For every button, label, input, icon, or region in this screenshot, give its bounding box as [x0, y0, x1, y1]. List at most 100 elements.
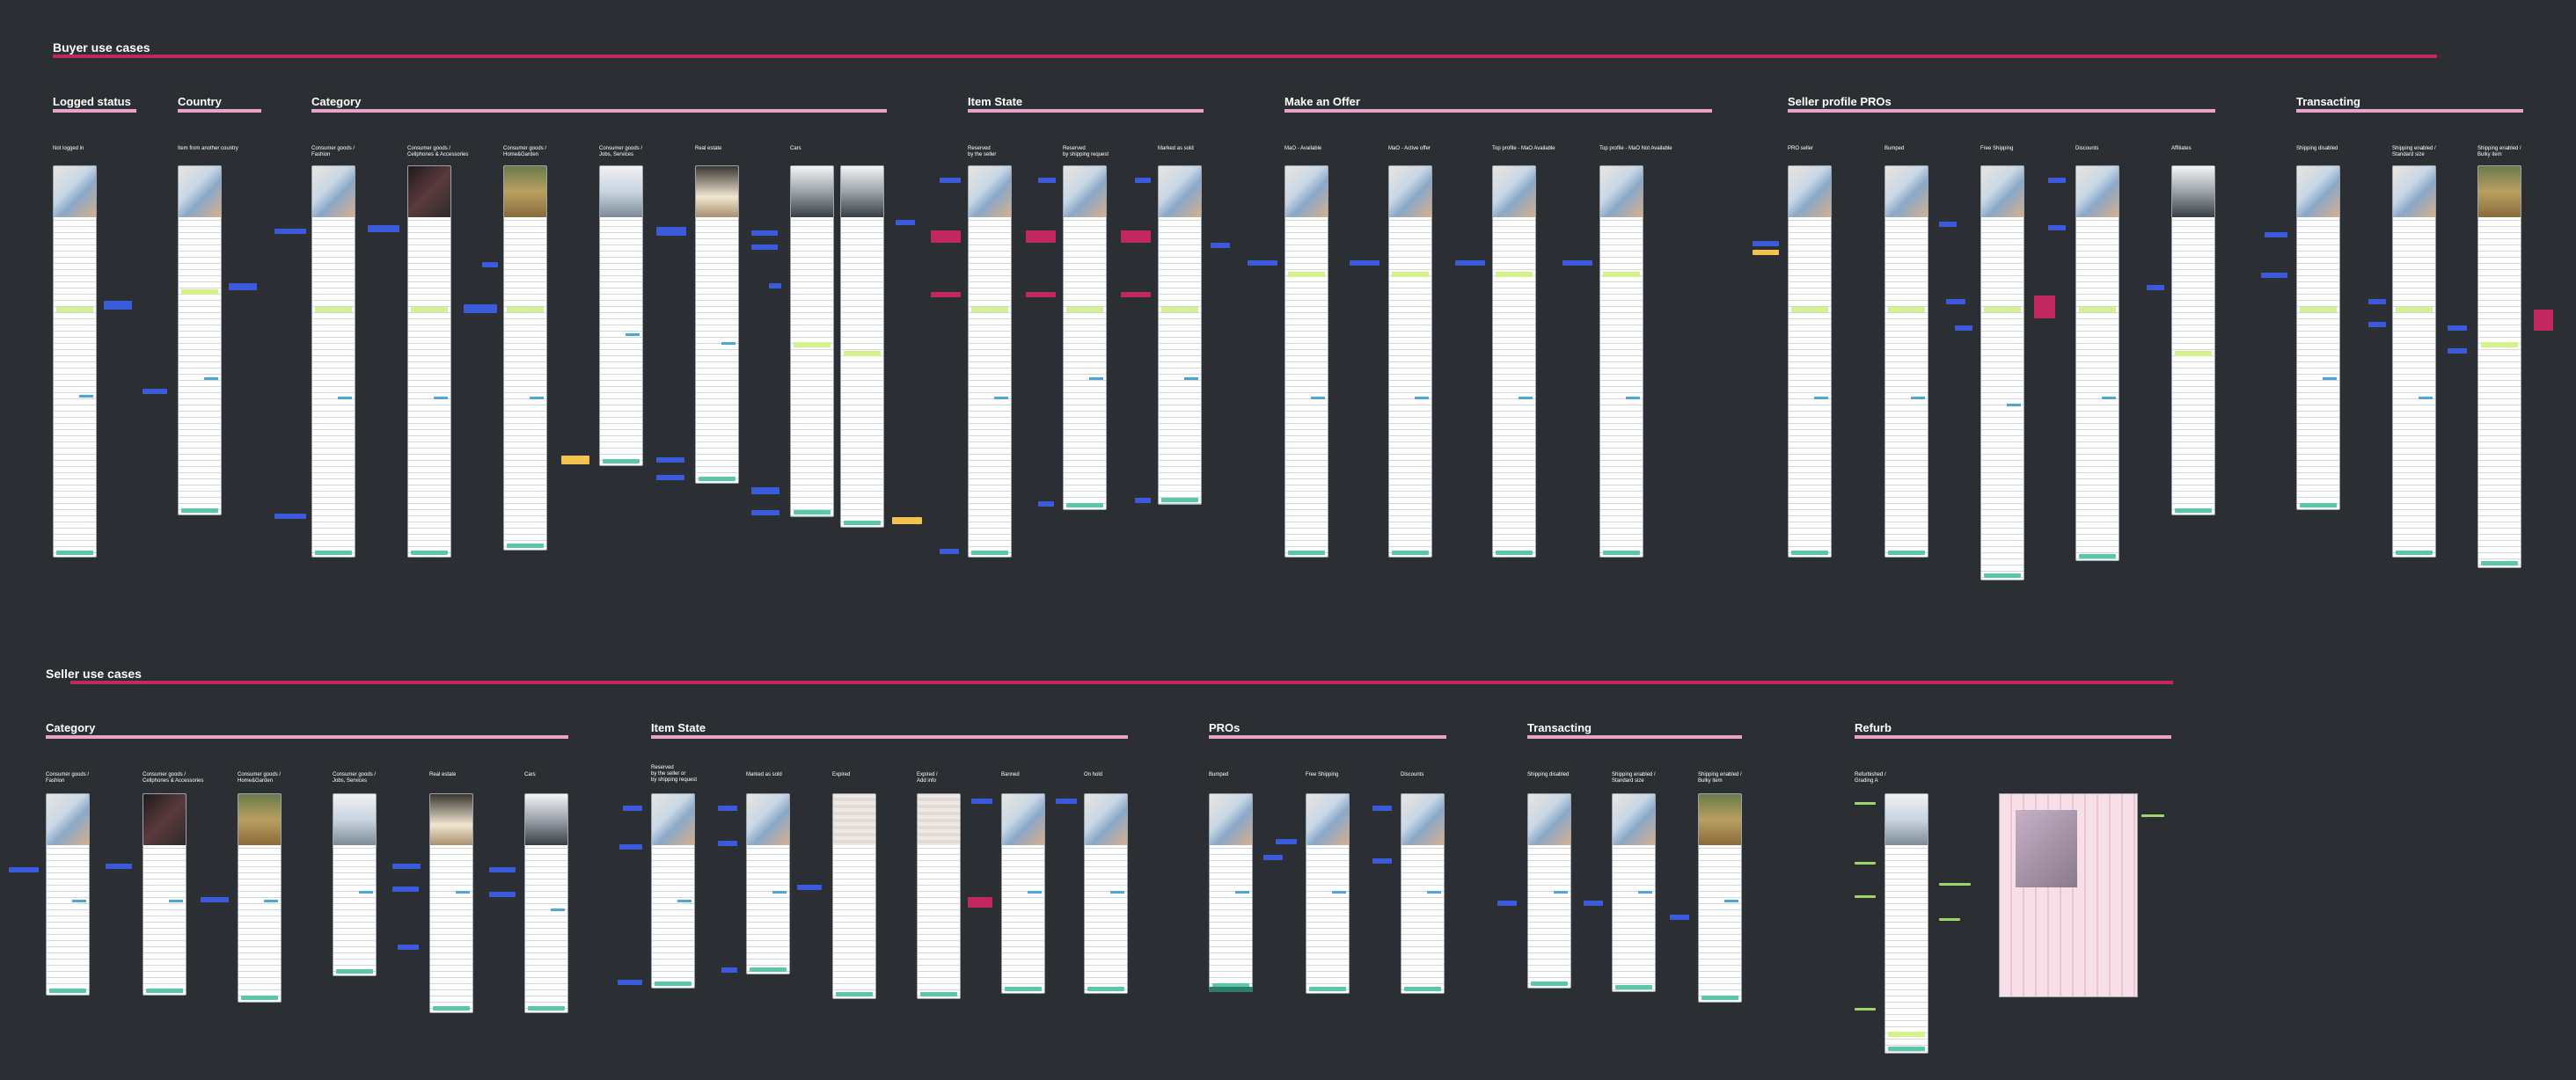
annotation-note	[1026, 292, 1056, 297]
screen-label: Real estate	[695, 146, 722, 151]
annotation-note	[1562, 260, 1592, 266]
annotation-note	[1372, 858, 1392, 864]
buyer-group-bar	[1788, 109, 2215, 113]
mobile-screen[interactable]	[524, 793, 568, 1013]
mobile-screen[interactable]	[1980, 165, 2024, 580]
mobile-screen[interactable]	[1788, 165, 1832, 558]
annotation-note	[971, 799, 992, 804]
buyer-section-title: Buyer use cases	[53, 40, 150, 55]
annotation-note	[398, 945, 419, 950]
seller-group-bar	[1209, 735, 1446, 739]
mobile-screen[interactable]	[746, 793, 790, 974]
buyer-group-category: Category	[311, 95, 362, 108]
mobile-screen[interactable]	[333, 793, 377, 976]
mobile-screen[interactable]	[143, 793, 187, 996]
mobile-screen[interactable]	[790, 165, 834, 517]
screen-label: Expired / Add info	[917, 772, 938, 784]
annotation-note	[1670, 915, 1689, 920]
mobile-screen[interactable]	[238, 793, 282, 1003]
buyer-group-bar	[968, 109, 1204, 113]
screen-label: Affiliates	[2171, 146, 2192, 151]
seller-group-bar	[46, 735, 568, 739]
mobile-screen[interactable]	[1401, 793, 1445, 994]
mobile-screen[interactable]	[2075, 165, 2119, 561]
screen-label: Consumer goods / Fashion	[46, 772, 90, 784]
annotation-note	[489, 892, 516, 897]
annotation-note	[1946, 299, 1965, 304]
mobile-screen[interactable]	[695, 165, 739, 484]
mobile-screen[interactable]	[1698, 793, 1742, 1003]
annotation-note	[751, 230, 778, 236]
mobile-screen[interactable]	[503, 165, 547, 551]
annotation-note	[718, 841, 737, 846]
mobile-screen[interactable]	[1884, 165, 1928, 558]
mobile-screen[interactable]	[1084, 793, 1128, 994]
annotation-note	[2448, 325, 2467, 331]
screen-label: Reserved by shipping request	[1063, 146, 1109, 157]
annotation-note	[464, 304, 497, 313]
mobile-screen[interactable]	[1001, 793, 1045, 994]
seller-group-bar	[1855, 735, 2171, 739]
mobile-screen[interactable]	[1527, 793, 1571, 989]
mobile-screen[interactable]	[1158, 165, 1202, 505]
mobile-screen[interactable]	[840, 165, 884, 528]
mobile-screen[interactable]	[1388, 165, 1432, 558]
screen-label: Top profile - MaO Not Available	[1599, 146, 1672, 151]
mobile-screen[interactable]	[1284, 165, 1328, 558]
annotation-note	[656, 227, 686, 236]
annotation-note	[931, 292, 961, 297]
mobile-screen[interactable]	[1599, 165, 1643, 558]
buyer-group-seller-pros: Seller profile PROs	[1788, 95, 1892, 108]
mobile-screen[interactable]	[429, 793, 473, 1013]
annotation-note	[1939, 883, 1971, 886]
mobile-screen[interactable]	[2171, 165, 2215, 515]
mobile-screen[interactable]	[2477, 165, 2521, 568]
annotation-note	[2141, 814, 2164, 817]
annotation-note	[2368, 322, 2386, 327]
mobile-screen[interactable]	[917, 793, 961, 999]
buyer-group-logged-status: Logged status	[53, 95, 131, 108]
buyer-group-transacting: Transacting	[2296, 95, 2360, 108]
annotation-note	[2368, 299, 2386, 304]
mobile-screen[interactable]	[832, 793, 876, 999]
mobile-screen[interactable]	[178, 165, 222, 515]
screen-label: Reserved by the seller or by shipping re…	[651, 765, 698, 783]
annotation-note	[2534, 310, 2553, 331]
mobile-screen[interactable]	[53, 165, 97, 558]
mobile-screen[interactable]	[1209, 793, 1253, 990]
mobile-screen[interactable]	[1884, 793, 1928, 1054]
annotation-note	[274, 229, 306, 234]
annotation-note	[1263, 855, 1283, 860]
annotation-note	[1753, 241, 1779, 246]
mobile-screen[interactable]	[407, 165, 451, 558]
mobile-screen[interactable]	[1063, 165, 1107, 510]
annotation-note	[797, 885, 822, 890]
annotation-note	[1248, 260, 1277, 266]
screen-label: Consumer goods / Jobs, Services	[333, 772, 377, 784]
annotation-note	[1121, 230, 1151, 243]
annotation-note	[2048, 225, 2066, 230]
buyer-group-bar	[311, 109, 887, 113]
mobile-screen[interactable]	[1612, 793, 1656, 992]
screen-label: Real estate	[429, 772, 457, 777]
mobile-screen[interactable]	[1306, 793, 1350, 994]
mobile-screen[interactable]	[2392, 165, 2436, 558]
mobile-screen[interactable]	[1492, 165, 1536, 558]
annotation-note	[896, 220, 915, 225]
annotation-note	[1121, 292, 1151, 297]
annotation-note	[1372, 806, 1392, 811]
mobile-screen[interactable]	[968, 165, 1012, 558]
annotation-note	[489, 867, 516, 872]
screen-label: Shipping enabled / Standard size	[2392, 146, 2436, 157]
mobile-screen[interactable]	[2296, 165, 2340, 510]
annotation-note	[968, 897, 992, 908]
mobile-screen[interactable]	[46, 793, 90, 996]
screen-label: Consumer goods / Cellphones & Accessorie…	[143, 772, 204, 784]
annotation-note	[1211, 243, 1230, 248]
mobile-screen[interactable]	[599, 165, 643, 466]
desktop-screen[interactable]	[1999, 793, 2138, 997]
annotation-note	[143, 389, 167, 394]
mobile-screen[interactable]	[651, 793, 695, 989]
mobile-screen[interactable]	[311, 165, 355, 558]
screen-label: Consumer goods / Fashion	[311, 146, 355, 157]
